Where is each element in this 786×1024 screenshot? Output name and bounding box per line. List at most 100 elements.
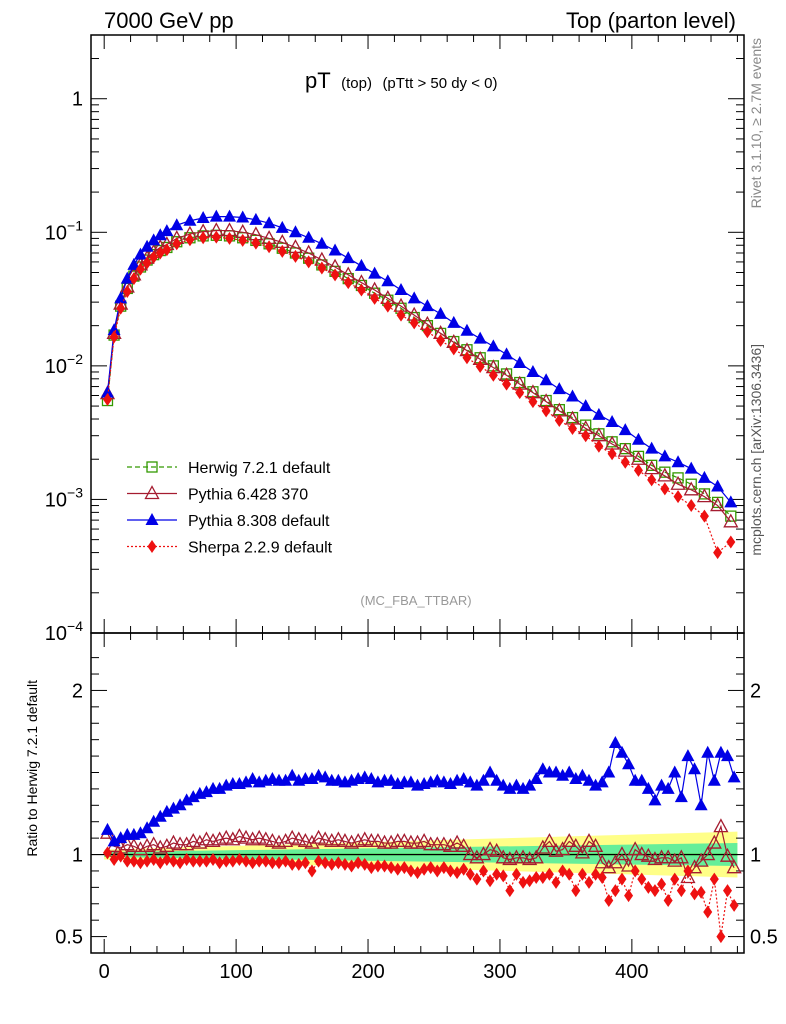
ratio-pythia-6-428-370-point (706, 834, 722, 849)
ratio-sherpa-2-2-9-default-point (261, 854, 271, 868)
ratio-sherpa-2-2-9-default-point (254, 854, 264, 868)
ratio-pythia-6-428-370-point (456, 837, 472, 852)
ratio-pythia-8-308-default-point (688, 762, 702, 775)
ratio-pythia-6-428-370-point (383, 834, 399, 849)
main-pythia-8-308-default-point (394, 282, 408, 295)
ratio-sherpa-2-2-9-default-point (241, 854, 251, 868)
main-pythia-8-308-default-point (120, 271, 134, 284)
ratio-pythia-6-428-370-point (502, 851, 518, 866)
ratio-sherpa-2-2-9-default-point (287, 857, 297, 871)
ratio-sherpa-2-2-9-default-point (188, 854, 198, 868)
ratio-sherpa-2-2-9-default-point (696, 885, 706, 899)
ratio-pythia-8-308-default-point (100, 822, 114, 835)
ratio-pythia-8-308-default-point (213, 781, 227, 794)
ratio-sherpa-2-2-9-default-point (709, 872, 719, 886)
ratio-sherpa-2-2-9-default-point (544, 867, 554, 881)
ratio-pythia-8-308-default-point (384, 773, 398, 786)
ratio-sherpa-2-2-9-default-point (492, 867, 502, 881)
ratio-sherpa-2-2-9-default-point (373, 859, 383, 873)
ratio-pythia-8-308-default-point (457, 772, 471, 785)
plot-title-main: pT (305, 68, 331, 93)
ratio-pythia-6-428-370-point (139, 837, 155, 852)
main-y-tick-label: 1 (72, 89, 83, 111)
ratio-pythia-6-428-370-point (522, 851, 538, 866)
ratio-sherpa-2-2-9-default-point (300, 856, 310, 870)
main-sherpa-2-2-9-default-point (475, 359, 485, 373)
ratio-pythia-6-428-370-point (548, 842, 564, 857)
main-sherpa-2-2-9-default-point (172, 237, 182, 251)
ratio-pythia-6-428-370-point (620, 857, 637, 872)
ratio-pythia-8-308-default-point (166, 801, 180, 814)
ratio-pythia-8-308-default-point (305, 772, 319, 785)
ratio-sherpa-2-2-9-default-point (564, 867, 574, 881)
ratio-pythia-8-308-default-point (476, 773, 490, 786)
ratio-pythia-6-428-370-point (251, 829, 267, 844)
main-sherpa-2-2-9-default-point (673, 490, 683, 504)
main-y-tick-label: 10−3 (45, 484, 83, 511)
ratio-pythia-6-428-370-point (587, 837, 604, 852)
ratio-sherpa-2-2-9-default-point (670, 872, 680, 886)
main-pythia-8-308-default-point (631, 432, 645, 445)
ratio-pythia-8-308-default-point (582, 773, 596, 786)
ratio-sherpa-2-2-9-default-point (168, 854, 178, 868)
main-sherpa-2-2-9-default-point (116, 301, 126, 315)
main-sherpa-2-2-9-default-point (541, 404, 551, 418)
ratio-pythia-6-428-370-point (719, 847, 736, 862)
ratio-sherpa-2-2-9-default-point (663, 893, 673, 907)
main-pythia-6-428-370-point (696, 488, 713, 503)
main-pythia-8-308-default-point (315, 236, 329, 249)
main-pythia-8-308-default-point (354, 258, 368, 271)
main-sherpa-2-2-9-default-point (620, 455, 630, 469)
main-pythia-8-308-default-point (147, 233, 161, 246)
main-sherpa-2-2-9-default-point (264, 240, 274, 254)
ratio-sherpa-2-2-9-default-point (215, 856, 225, 870)
main-pythia-8-308-default-point (302, 230, 316, 243)
ratio-pythia-6-428-370-point (647, 851, 663, 866)
ratio-pythia-8-308-default-point (701, 745, 715, 758)
legend-entry-sherpa-2-2-9-default: Sherpa 2.2.9 default (188, 540, 333, 557)
main-sherpa-2-2-9-default-point (343, 276, 353, 290)
legend-marker (147, 540, 157, 553)
ratio-pythia-6-428-370-point (258, 831, 274, 846)
ratio-sherpa-2-2-9-default-point (234, 852, 244, 866)
ratio-pythia-8-308-default-point (648, 793, 662, 806)
main-sherpa-2-2-9-default-point (225, 231, 235, 245)
main-sherpa-2-2-9-default-point (594, 439, 604, 453)
ratio-pythia-8-308-default-point (199, 785, 213, 798)
main-sherpa-2-2-9-default-point (699, 509, 709, 523)
ratio-sherpa-2-2-9-default-point (340, 857, 350, 871)
ratio-pythia-8-308-default-point (279, 773, 293, 786)
ratio-pythia-8-308-default-point (562, 765, 576, 778)
main-pythia-6-428-370-point (710, 497, 726, 512)
main-sherpa-2-2-9-default-point (528, 395, 538, 409)
main-sherpa-2-2-9-default-point (488, 368, 498, 382)
ratio-sherpa-2-2-9-default-point (294, 857, 304, 871)
ratio-pythia-8-308-default-point (496, 778, 510, 791)
ratio-pythia-8-308-default-point (668, 765, 682, 778)
ratio-sherpa-2-2-9-default-point (511, 867, 521, 881)
ratio-pythia-8-308-default-point (589, 778, 603, 791)
plot-title-sub1: (top) (341, 75, 372, 92)
ratio-sherpa-2-2-9-default-point (320, 856, 330, 870)
ratio-y-tick-label-right: 0.5 (750, 927, 778, 949)
ratio-sherpa-2-2-9-default-point (102, 846, 112, 860)
ratio-pythia-6-428-370-point (304, 834, 320, 849)
main-pythia-6-428-370-point (670, 475, 686, 490)
main-pythia-8-308-default-point (127, 257, 141, 270)
ratio-sherpa-2-2-9-default-point (617, 872, 627, 886)
main-pythia-8-308-default-point (566, 389, 580, 402)
main-pythia-8-308-default-point (658, 449, 672, 462)
ratio-sherpa-2-2-9-default-point (366, 861, 376, 875)
ratio-sherpa-2-2-9-default-point (248, 856, 258, 870)
main-pythia-8-308-default-point (140, 239, 154, 252)
ratio-sherpa-2-2-9-default-point (353, 856, 363, 870)
ratio-pythia-8-308-default-point (655, 778, 669, 791)
ratio-pythia-6-428-370-point (350, 833, 366, 848)
main-pythia-8-308-default-point (328, 243, 342, 256)
ratio-sherpa-2-2-9-default-point (498, 869, 508, 883)
main-sherpa-2-2-9-default-point (660, 482, 670, 496)
main-sherpa-2-2-9-default-point (554, 413, 564, 427)
ratio-pythia-8-308-default-point (147, 814, 161, 827)
main-sherpa-2-2-9-default-point (129, 272, 139, 286)
